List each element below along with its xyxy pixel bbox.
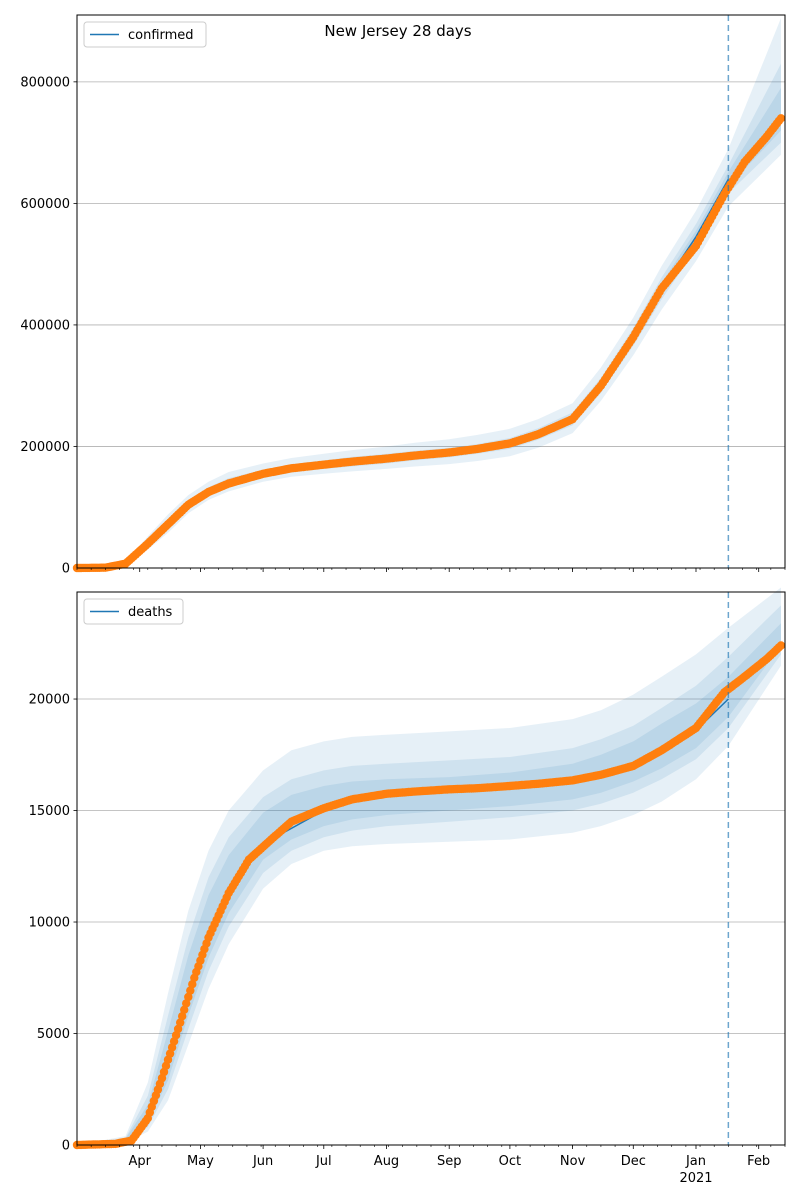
confidence-band-1 [77, 587, 781, 1145]
confidence-band-3 [77, 623, 781, 1145]
x-tick-label: Aug [374, 1154, 399, 1169]
x-tick-label: Oct [499, 1154, 521, 1169]
x-tick-label: Jun [252, 1154, 273, 1169]
observed-point [776, 641, 786, 650]
legend: confirmed [83, 21, 207, 48]
x-tick-sublabel: 2021 [679, 1171, 712, 1186]
y-tick-label: 0 [62, 1139, 70, 1154]
legend-box [83, 598, 184, 625]
confidence-band-1 [77, 18, 781, 568]
chart-panel-1: 0 200000 400000 600000 800000 confirmed [20, 14, 786, 577]
legend-label: deaths [128, 605, 173, 620]
legend-box [83, 21, 207, 48]
y-tick-label: 20000 [29, 693, 70, 708]
x-tick-label: Feb [747, 1154, 770, 1169]
confidence-band-2 [77, 63, 781, 568]
y-tick-label: 600000 [20, 197, 70, 212]
x-tick-label: Jul [315, 1154, 332, 1169]
observed-point [182, 999, 191, 1008]
chart-panel-2: 0 5000 10000 15000 20000 Apr May Jun Jul Aug Sep Oc… [29, 587, 786, 1186]
observed-point [188, 980, 197, 989]
observed-point [180, 1005, 189, 1014]
figure-title: New Jersey 28 days [324, 22, 471, 40]
x-tick-label: Jan [685, 1154, 706, 1169]
confidence-band-3 [77, 87, 781, 569]
y-tick-label: 5000 [37, 1027, 70, 1042]
x-tick-label: Apr [128, 1154, 151, 1169]
observed-point [176, 1018, 185, 1027]
observed-point [186, 986, 195, 995]
legend: deaths [83, 598, 184, 625]
y-tick-label: 10000 [29, 916, 70, 931]
observed-point [178, 1012, 187, 1021]
y-tick-label: 15000 [29, 804, 70, 819]
y-tick-label: 0 [62, 562, 70, 577]
y-tick-label: 200000 [20, 440, 70, 455]
observed-point [173, 1024, 183, 1034]
x-tick-label: May [187, 1154, 214, 1169]
y-tick-label: 800000 [20, 75, 70, 90]
observed-point [776, 114, 786, 123]
legend-label: confirmed [128, 28, 194, 43]
observed-point [184, 992, 193, 1002]
axes-frame [76, 14, 786, 569]
confidence-band-2 [77, 605, 781, 1145]
y-tick-label: 400000 [20, 318, 70, 333]
x-tick-label: Nov [560, 1154, 586, 1169]
x-tick-label: Sep [437, 1154, 462, 1169]
x-tick-label: Dec [621, 1154, 646, 1169]
